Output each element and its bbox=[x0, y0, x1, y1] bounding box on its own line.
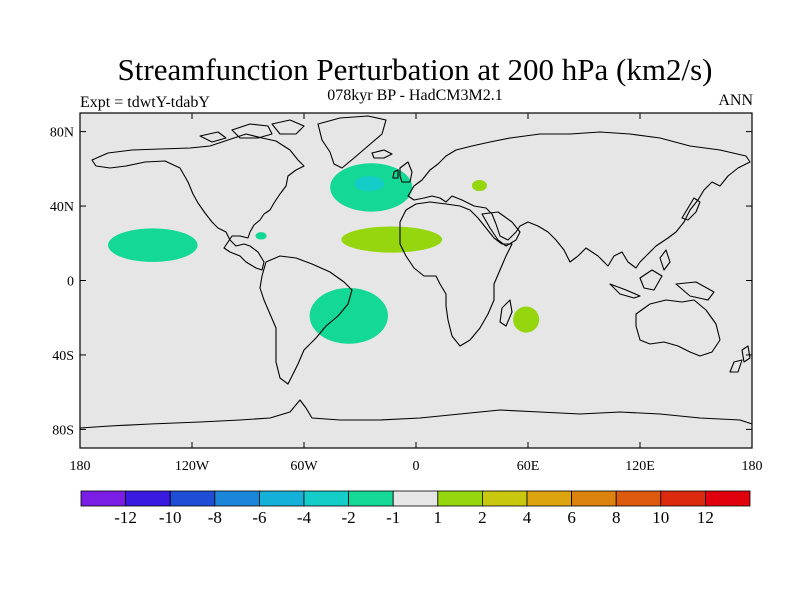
x-tick-label: 180 bbox=[742, 459, 763, 474]
colorbar-label: 12 bbox=[697, 508, 714, 527]
colorbar-swatch bbox=[526, 490, 572, 507]
experiment-label: Expt = tdwtY-tdabY bbox=[80, 94, 210, 111]
colorbar-swatch bbox=[214, 490, 260, 507]
colorbar-label: -6 bbox=[252, 508, 266, 527]
anomaly-south-atlantic-negative bbox=[309, 287, 388, 344]
colorbar-swatch bbox=[169, 490, 216, 507]
colorbar-swatch bbox=[125, 490, 171, 507]
y-tick-label: 80S bbox=[52, 423, 74, 438]
colorbar-swatch bbox=[80, 490, 126, 507]
y-tick-label: 80N bbox=[50, 126, 74, 141]
colorbar-swatch bbox=[437, 490, 483, 507]
season-label: ANN bbox=[718, 92, 753, 109]
map-background bbox=[80, 113, 752, 448]
colorbar-swatch bbox=[258, 490, 305, 507]
colorbar-labels: -12 -10 -8 -6 -4 -2 -1 1 2 4 6 8 10 12 bbox=[114, 508, 714, 527]
anomaly-north-atlantic-core bbox=[354, 176, 385, 192]
coast-greenland bbox=[317, 115, 387, 169]
coast-iceland bbox=[371, 149, 393, 159]
coastlines bbox=[80, 115, 752, 429]
colorbar-label: 8 bbox=[612, 508, 621, 527]
coast-africa bbox=[399, 201, 513, 347]
anomaly-indian-ocean-positive bbox=[513, 306, 540, 333]
coast-madagascar bbox=[499, 299, 513, 327]
colorbar-swatch bbox=[303, 490, 349, 507]
colorbar-label: -2 bbox=[342, 508, 356, 527]
anomaly-subtropical-atlantic-positive bbox=[341, 226, 443, 253]
x-tick-label: 60E bbox=[517, 459, 540, 474]
coast-antarctica bbox=[80, 399, 752, 429]
x-tick-label: 180 bbox=[70, 459, 91, 474]
x-tick-label: 120E bbox=[625, 459, 655, 474]
anomaly-caribbean-negative bbox=[255, 232, 267, 240]
coast-japan bbox=[681, 197, 701, 221]
x-tick-label: 0 bbox=[413, 459, 420, 474]
anomaly-layer bbox=[108, 163, 540, 344]
coast-british-isles bbox=[392, 161, 413, 183]
coast-south-america bbox=[259, 255, 353, 385]
anomaly-caspian-positive bbox=[472, 180, 487, 192]
coast-australia bbox=[635, 299, 721, 357]
x-tick-label: 60W bbox=[290, 459, 318, 474]
x-tick-labels: 180 120W 60W 0 60E 120E 180 bbox=[70, 459, 763, 474]
y-tick-label: 40S bbox=[52, 349, 74, 364]
colorbar-label: 10 bbox=[652, 508, 669, 527]
y-tick-label: 40N bbox=[50, 200, 74, 215]
coast-new-zealand bbox=[729, 345, 751, 373]
coast-eurasia bbox=[407, 131, 751, 269]
colorbar-swatch bbox=[660, 490, 706, 507]
coast-arabia bbox=[481, 211, 521, 247]
colorbar-swatch bbox=[392, 490, 439, 507]
coast-indonesia bbox=[609, 249, 715, 301]
colorbar-swatch bbox=[481, 490, 528, 507]
colorbar-swatch bbox=[348, 490, 394, 507]
map-title: Streamfunction Perturbation at 200 hPa (… bbox=[117, 52, 713, 87]
colorbar-label: 1 bbox=[434, 508, 443, 527]
colorbar-swatch bbox=[705, 490, 751, 507]
colorbar-label: 2 bbox=[478, 508, 487, 527]
colorbar-label: 4 bbox=[523, 508, 532, 527]
axis-ticks bbox=[79, 113, 753, 448]
coast-arctic-islands bbox=[199, 119, 305, 143]
colorbar-label: -10 bbox=[159, 508, 182, 527]
y-tick-labels: 80N 40N 0 40S 80S bbox=[50, 126, 74, 439]
colorbar-label: -8 bbox=[208, 508, 222, 527]
colorbar-swatch bbox=[615, 490, 662, 507]
colorbar-label: -1 bbox=[386, 508, 400, 527]
colorbar bbox=[80, 490, 751, 507]
colorbar-label: -4 bbox=[297, 508, 312, 527]
map-subtitle: 078kyr BP - HadCM3M2.1 bbox=[327, 87, 503, 104]
colorbar-swatch bbox=[571, 490, 617, 507]
colorbar-label: -12 bbox=[114, 508, 137, 527]
x-tick-label: 120W bbox=[175, 459, 210, 474]
anomaly-north-pacific-negative bbox=[108, 228, 198, 262]
y-tick-label: 0 bbox=[67, 275, 74, 290]
coast-north-america bbox=[91, 133, 305, 271]
colorbar-label: 6 bbox=[567, 508, 576, 527]
